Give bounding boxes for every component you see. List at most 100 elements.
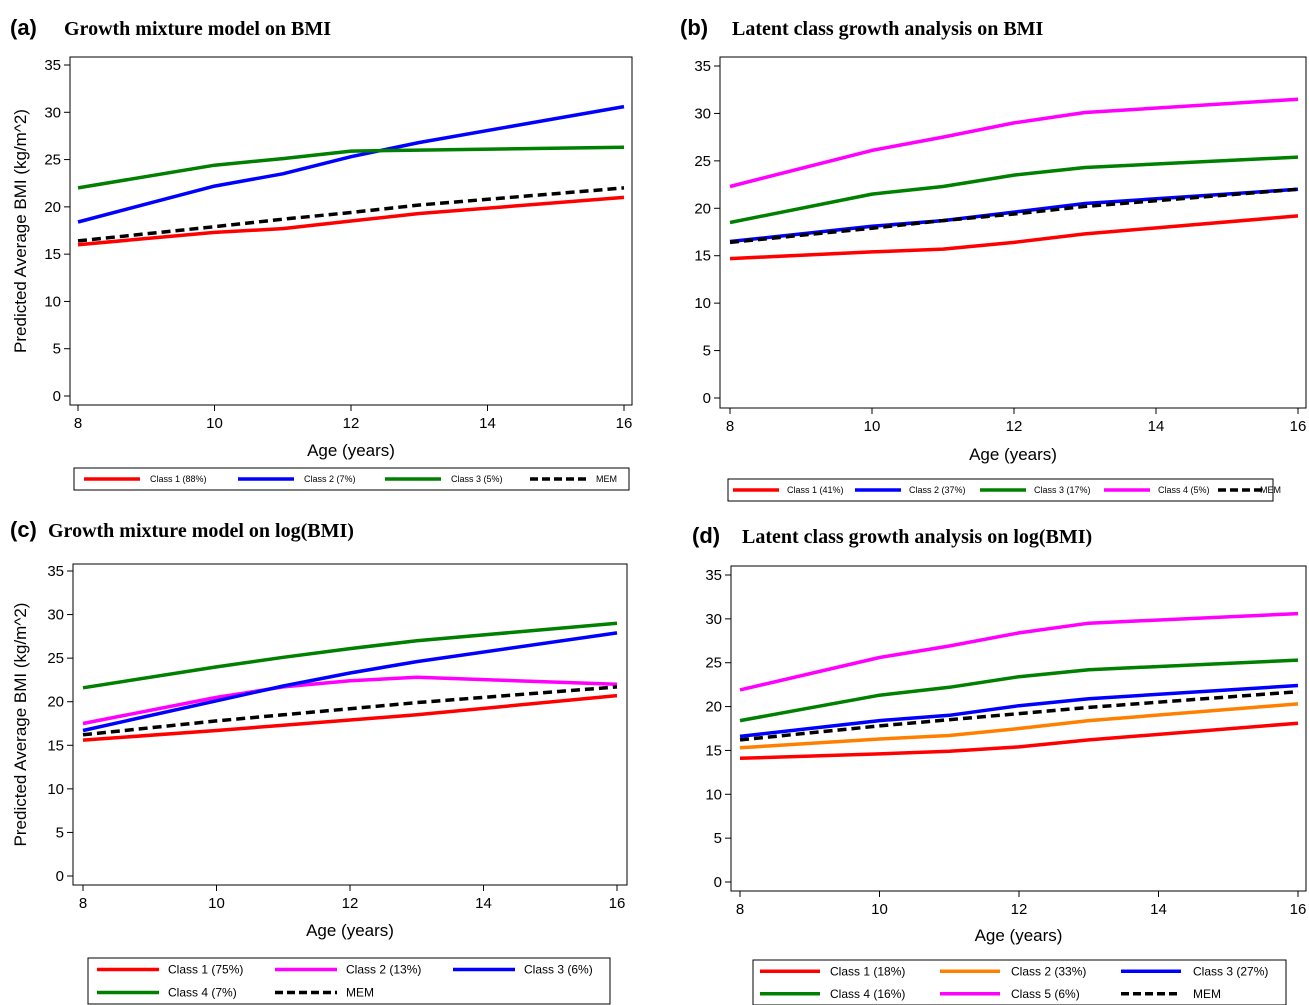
legend-label: Class 4 (16%): [830, 987, 905, 1001]
y-tick-label: 25: [694, 153, 711, 170]
series-line-mem: [77, 186, 625, 243]
legend-label: Class 2 (37%): [909, 485, 966, 495]
legend-label: Class 3 (6%): [524, 963, 593, 977]
y-tick-label: 25: [47, 650, 64, 667]
legend-label: Class 1 (41%): [787, 485, 844, 495]
legend-box: [752, 959, 1287, 1005]
legend-label: Class 1 (18%): [830, 964, 905, 978]
series-line-class-2: [82, 675, 618, 726]
y-tick-label: 35: [47, 563, 64, 580]
panel-label: (a): [10, 15, 37, 40]
x-tick-label: 14: [1150, 901, 1167, 918]
x-axis-label: Age (years): [975, 926, 1063, 945]
x-tick-label: 14: [475, 895, 492, 912]
x-axis-label: Age (years): [306, 921, 394, 940]
y-tick-label: 15: [44, 246, 61, 263]
y-tick-label: 5: [714, 830, 722, 847]
legend-label: MEM: [346, 986, 374, 1000]
x-tick-label: 8: [736, 901, 744, 918]
y-tick-label: 0: [53, 388, 61, 405]
x-tick-label: 8: [74, 415, 82, 432]
x-axis-label: Age (years): [307, 441, 395, 460]
x-tick-label: 16: [1290, 418, 1307, 435]
x-tick-label: 10: [206, 415, 223, 432]
y-tick-label: 35: [705, 567, 722, 584]
plot-area: [72, 563, 628, 886]
y-tick-label: 30: [705, 611, 722, 628]
x-tick-label: 14: [479, 415, 496, 432]
legend-label: Class 2 (7%): [304, 474, 356, 484]
y-tick-label: 5: [56, 824, 64, 841]
series-line-class-4: [729, 97, 1299, 189]
y-tick-label: 30: [47, 607, 64, 624]
panel-label: (c): [10, 517, 37, 542]
x-axis-label: Age (years): [969, 445, 1057, 464]
y-tick-label: 15: [694, 248, 711, 265]
x-tick-label: 16: [616, 415, 633, 432]
y-tick-label: 25: [705, 655, 722, 672]
panel-label: (d): [692, 523, 720, 548]
legend-label: Class 4 (5%): [1158, 485, 1210, 495]
x-tick-label: 14: [1148, 418, 1165, 435]
x-tick-label: 12: [342, 895, 359, 912]
chart-title: Growth mixture model on log(BMI): [48, 520, 354, 542]
legend-box: [73, 467, 630, 491]
y-tick-label: 25: [44, 152, 61, 169]
y-tick-label: 20: [694, 200, 711, 217]
series-line-class-3: [739, 683, 1299, 739]
panel-b: (b) Latent class growth analysis on BMI 0 5…: [680, 15, 1307, 502]
y-tick-label: 0: [56, 868, 64, 885]
legend-box: [87, 957, 611, 1005]
legend-label: Class 2 (13%): [346, 963, 421, 977]
y-tick-label: 15: [705, 742, 722, 759]
legend-label: Class 1 (75%): [168, 963, 243, 977]
legend-label: Class 2 (33%): [1011, 964, 1086, 978]
x-tick-label: 10: [208, 895, 225, 912]
y-tick-label: 35: [694, 58, 711, 75]
legend-label: MEM: [1260, 485, 1281, 495]
panel-d: (d) Latent class growth analysis on log(B…: [692, 523, 1307, 1005]
y-tick-label: 10: [44, 293, 61, 310]
legend-label: MEM: [596, 474, 617, 484]
y-tick-label: 10: [694, 295, 711, 312]
series-line-mem: [729, 187, 1299, 245]
panel-label: (b): [680, 15, 708, 40]
y-tick-label: 5: [53, 341, 61, 358]
x-tick-label: 16: [1290, 901, 1307, 918]
y-tick-label: 10: [47, 781, 64, 798]
y-tick-label: 20: [705, 699, 722, 716]
x-tick-label: 10: [864, 418, 881, 435]
legend-label: Class 3 (17%): [1034, 485, 1091, 495]
legend-label: Class 5 (6%): [1011, 987, 1080, 1001]
y-tick-label: 30: [694, 105, 711, 122]
panel-a: (a) Growth mixture model on BMI 0 5 10 15 20 25…: [10, 15, 633, 491]
series-line-class-1: [77, 195, 625, 247]
series-line-class-2: [739, 702, 1299, 750]
series-line-mem: [739, 689, 1299, 742]
series-line-class-1: [739, 721, 1299, 761]
y-tick-label: 0: [714, 874, 722, 891]
panel-c: (c) Growth mixture model on log(BMI) 0 5 10 1…: [10, 517, 628, 1005]
legend-label: MEM: [1193, 987, 1221, 1001]
y-axis-label: Predicted Average BMI (kg/m^2): [11, 603, 30, 847]
series-line-class-3: [729, 155, 1299, 225]
y-tick-label: 5: [703, 343, 711, 360]
series-line-class-4: [82, 621, 618, 690]
x-tick-label: 12: [343, 415, 360, 432]
series-line-mem: [82, 685, 618, 737]
series-line-class-1: [82, 693, 618, 742]
chart-title: Growth mixture model on BMI: [64, 18, 331, 40]
y-tick-label: 0: [703, 390, 711, 407]
y-tick-label: 35: [44, 57, 61, 74]
y-tick-label: 15: [47, 737, 64, 754]
x-tick-label: 12: [1006, 418, 1023, 435]
series-line-class-4: [739, 658, 1299, 723]
chart-title: Latent class growth analysis on log(BMI): [742, 526, 1092, 548]
legend-label: Class 3 (5%): [451, 474, 503, 484]
y-tick-label: 30: [44, 104, 61, 121]
x-tick-label: 10: [871, 901, 888, 918]
x-tick-label: 16: [609, 895, 626, 912]
legend-label: Class 3 (27%): [1193, 964, 1268, 978]
series-line-class-1: [729, 214, 1299, 261]
